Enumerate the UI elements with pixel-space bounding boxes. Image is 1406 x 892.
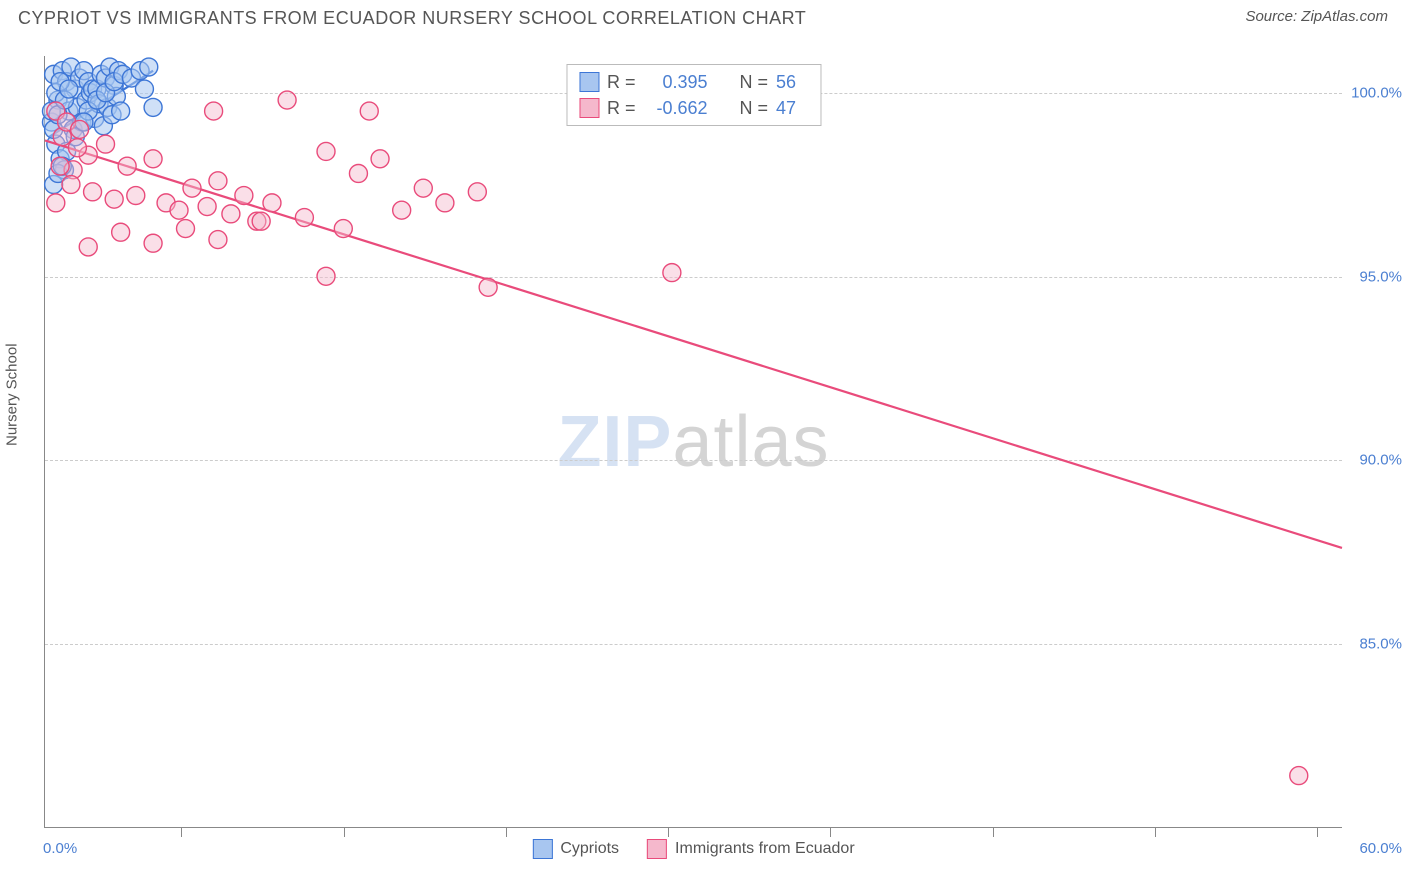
data-point (79, 238, 97, 256)
data-point (479, 278, 497, 296)
y-axis-title: Nursery School (4, 343, 21, 446)
y-tick-label: 95.0% (1346, 268, 1402, 285)
data-point (97, 135, 115, 153)
data-point (68, 139, 86, 157)
r-label: R = (607, 95, 636, 121)
data-point (71, 120, 89, 138)
data-point (360, 102, 378, 120)
data-point (222, 205, 240, 223)
data-point (170, 201, 188, 219)
r-value: 0.395 (644, 69, 708, 95)
legend-swatch (647, 839, 667, 859)
x-tick (506, 827, 507, 837)
data-point (663, 264, 681, 282)
data-point (235, 187, 253, 205)
data-point (135, 80, 153, 98)
n-value: 47 (776, 95, 808, 121)
data-point (263, 194, 281, 212)
n-label: N = (740, 95, 769, 121)
x-tick (181, 827, 182, 837)
legend-label: Immigrants from Ecuador (675, 840, 855, 858)
stats-row: R = -0.662 N = 47 (579, 95, 808, 121)
legend-item: Cypriots (532, 839, 619, 859)
data-point (349, 164, 367, 182)
x-axis-min-label: 0.0% (43, 840, 77, 857)
scatter-svg (45, 56, 1342, 827)
legend-swatch (579, 72, 599, 92)
data-point (371, 150, 389, 168)
data-point (60, 80, 78, 98)
data-point (295, 209, 313, 227)
r-label: R = (607, 69, 636, 95)
data-point (205, 102, 223, 120)
data-point (183, 179, 201, 197)
x-tick (830, 827, 831, 837)
x-tick (1317, 827, 1318, 837)
data-point (144, 150, 162, 168)
data-point (209, 231, 227, 249)
series-legend: Cypriots Immigrants from Ecuador (532, 839, 854, 859)
legend-swatch (532, 839, 552, 859)
data-point (144, 98, 162, 116)
data-point (278, 91, 296, 109)
source-attribution: Source: ZipAtlas.com (1245, 8, 1388, 25)
data-point (105, 190, 123, 208)
data-point (118, 157, 136, 175)
data-point (317, 267, 335, 285)
data-point (1290, 767, 1308, 785)
data-point (436, 194, 454, 212)
n-label: N = (740, 69, 769, 95)
x-tick (344, 827, 345, 837)
legend-item: Immigrants from Ecuador (647, 839, 855, 859)
x-axis-max-label: 60.0% (1359, 840, 1402, 857)
data-point (198, 198, 216, 216)
data-point (252, 212, 270, 230)
data-point (47, 194, 65, 212)
data-point (62, 176, 80, 194)
data-point (393, 201, 411, 219)
data-point (84, 183, 102, 201)
data-point (127, 187, 145, 205)
data-point (140, 58, 158, 76)
data-point (144, 234, 162, 252)
data-point (334, 220, 352, 238)
r-value: -0.662 (644, 95, 708, 121)
data-point (112, 223, 130, 241)
legend-swatch (579, 98, 599, 118)
x-tick (1155, 827, 1156, 837)
legend-label: Cypriots (560, 840, 619, 858)
data-point (317, 142, 335, 160)
data-point (414, 179, 432, 197)
x-tick (993, 827, 994, 837)
data-point (112, 102, 130, 120)
data-point (51, 157, 69, 175)
n-value: 56 (776, 69, 808, 95)
y-tick-label: 100.0% (1346, 84, 1402, 101)
chart-title: CYPRIOT VS IMMIGRANTS FROM ECUADOR NURSE… (18, 8, 806, 29)
data-point (177, 220, 195, 238)
stats-row: R = 0.395 N = 56 (579, 69, 808, 95)
y-tick-label: 90.0% (1346, 452, 1402, 469)
data-point (468, 183, 486, 201)
data-point (209, 172, 227, 190)
x-tick (668, 827, 669, 837)
chart-plot-area: ZIPatlas 85.0%90.0%95.0%100.0% 0.0% 60.0… (44, 56, 1342, 828)
stats-legend: R = 0.395 N = 56 R = -0.662 N = 47 (566, 64, 821, 126)
y-tick-label: 85.0% (1346, 636, 1402, 653)
